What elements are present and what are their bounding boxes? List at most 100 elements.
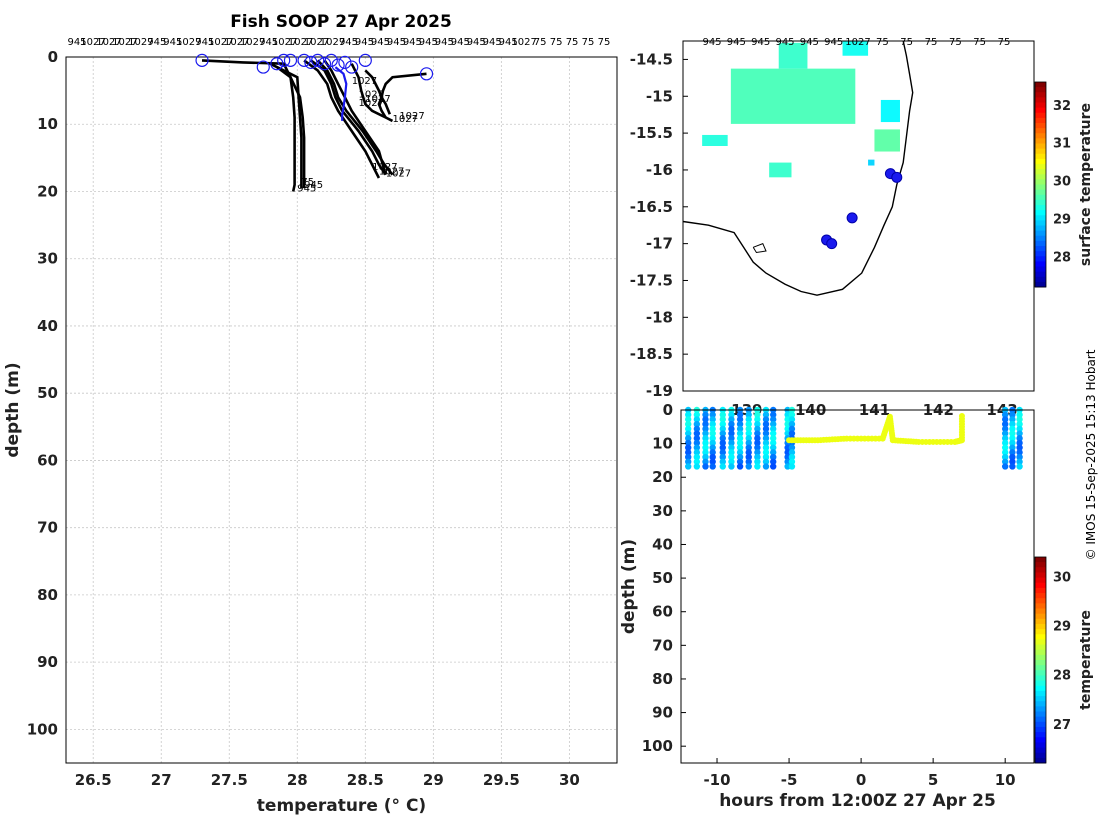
temperature-sample	[709, 416, 716, 423]
temperature-sample	[754, 430, 761, 437]
temperature-sample	[762, 463, 770, 470]
x-tick-label: 0	[856, 771, 866, 789]
temperature-sample	[1016, 416, 1023, 423]
colorbar-segment	[1035, 639, 1046, 646]
temperature-sample	[754, 411, 761, 418]
top-label: 75	[876, 37, 889, 48]
temperature-sample	[754, 420, 761, 428]
temperature-sample	[770, 444, 777, 451]
top-label: 75	[900, 37, 913, 48]
top-label: 1027	[288, 37, 313, 48]
colorbar-segment	[1035, 179, 1046, 185]
top-label: 1027	[320, 37, 345, 48]
temperature-sample	[719, 420, 726, 428]
temperature-sample	[719, 416, 726, 423]
temperature-sample	[719, 444, 726, 451]
colorbar-segment	[1035, 680, 1046, 687]
temperature-sample	[762, 449, 770, 456]
temperature-sample	[728, 430, 735, 437]
temperature-sample	[1016, 453, 1023, 461]
temperature-sample	[685, 411, 692, 418]
sst-patch	[778, 42, 808, 69]
top-label: 75	[949, 37, 962, 48]
top-label: 945	[800, 37, 819, 48]
top-label: 945	[195, 37, 214, 48]
colorbar-segment	[1035, 706, 1046, 712]
colorbar-segment	[1035, 757, 1046, 764]
top-label: 1027	[96, 37, 121, 48]
temperature-sample	[1016, 420, 1023, 428]
top-label: 75	[598, 37, 611, 48]
temperature-sample	[1001, 453, 1009, 461]
colorbar-segment	[1035, 148, 1046, 155]
temperature-sample	[770, 458, 777, 465]
temperature-sample	[1001, 435, 1009, 442]
y-tick-label: -16	[646, 161, 673, 179]
profile-annotation: 1027	[359, 89, 384, 100]
temperature-sample	[754, 449, 761, 456]
colorbar-segment	[1035, 251, 1046, 257]
temperature-sample	[736, 449, 744, 456]
top-label: 945	[435, 37, 454, 48]
temperature-sample	[693, 416, 701, 423]
y-tick-label: -16.5	[630, 198, 673, 216]
profile-start-marker	[338, 55, 352, 69]
temperature-sample	[685, 416, 692, 423]
temperature-sample	[1016, 458, 1023, 465]
temperature-sample	[728, 425, 735, 433]
top-label: 945	[355, 37, 374, 48]
y-tick-label: 0	[663, 401, 673, 419]
temperature-sample	[788, 444, 796, 451]
profile-start-marker	[304, 55, 318, 69]
colorbar-segment	[1035, 587, 1046, 594]
colorbar-segment	[1035, 716, 1046, 723]
colorbar-segment	[1035, 158, 1046, 165]
ship-position-marker	[826, 238, 838, 250]
temperature-sample	[1001, 444, 1009, 451]
top-label: 945	[727, 37, 746, 48]
colorbar-segment	[1035, 271, 1046, 278]
temperature-sample	[1001, 430, 1009, 437]
colorbar-segment	[1035, 742, 1046, 749]
y-tick-label: -15	[646, 87, 673, 105]
colorbar-tick-label: 30	[1053, 175, 1071, 190]
colorbar-segment	[1035, 711, 1046, 718]
temperature-sample	[702, 435, 709, 442]
top-label: 945	[147, 37, 166, 48]
top-label: 945	[387, 37, 406, 48]
temperature-sample	[685, 430, 692, 437]
temperature-sample	[685, 463, 692, 470]
colorbar-segment	[1035, 164, 1046, 170]
top-label: 945	[467, 37, 486, 48]
colorbar-segment	[1035, 87, 1046, 93]
y-tick-label: -17.5	[630, 271, 673, 289]
sst-patch	[702, 134, 728, 146]
temperature-sample	[1009, 411, 1016, 418]
profile-start-marker	[358, 53, 372, 67]
colorbar-segment	[1035, 82, 1046, 88]
top-label: 945	[824, 37, 843, 48]
y-tick-label: -19	[646, 382, 673, 400]
x-tick-label: 5	[928, 771, 938, 789]
temperature-sample	[1016, 425, 1023, 433]
sst-patch	[842, 41, 869, 56]
top-label: 75	[566, 37, 579, 48]
temperature-sample	[770, 463, 777, 470]
section-panel: 0 10 20 30 40 50 60 70 80 90 100 -10 -5 0 5 10 hours fro…	[619, 401, 1094, 811]
y-tick-label: 100	[27, 720, 58, 738]
temperature-sample	[754, 425, 761, 433]
x-tick-label: 27.5	[211, 771, 248, 789]
profile-line	[201, 59, 296, 192]
temperature-sample	[702, 453, 709, 461]
top-label: 945	[163, 37, 182, 48]
top-label: 1027	[80, 37, 105, 48]
temperature-sample	[693, 435, 701, 442]
profile-line	[364, 69, 392, 115]
top-label: 75	[925, 37, 938, 48]
temperature-sample	[754, 435, 761, 442]
map-panel: -14.5 -15 -15.5 -16 -16.5 -17 -17.5 -18 -18.5 -19…	[630, 37, 1094, 419]
temperature-sample	[1001, 439, 1009, 447]
temperature-sample	[788, 411, 796, 418]
colorbar-segment	[1035, 169, 1046, 175]
temperature-sample	[745, 449, 752, 456]
